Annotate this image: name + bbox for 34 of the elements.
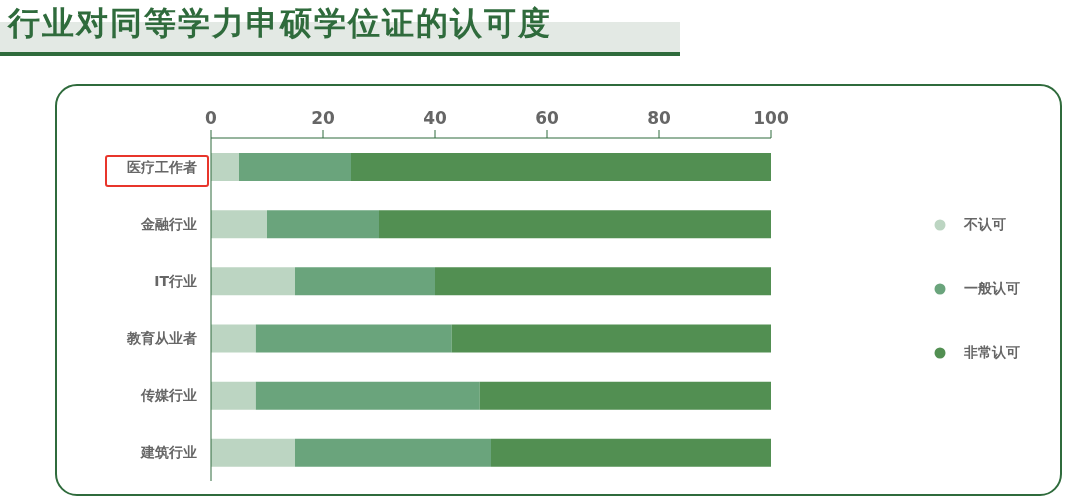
- bar: [211, 210, 267, 239]
- bar: [211, 153, 239, 181]
- y-tick-label: IT行业: [154, 272, 197, 289]
- bar: [351, 153, 771, 181]
- y-tick-label: 医疗工作者: [127, 158, 197, 175]
- bar: [255, 381, 480, 410]
- legend-label: 非常认可: [964, 343, 1020, 362]
- bar: [491, 438, 771, 467]
- bar: [239, 153, 351, 181]
- bar: [211, 438, 295, 467]
- legend-label: 不认可: [964, 215, 1006, 234]
- x-tick-label: 80: [647, 108, 671, 128]
- x-tick-label: 20: [311, 108, 335, 128]
- y-tick-label: 金融行业: [140, 215, 197, 232]
- bar: [479, 381, 771, 410]
- chart-title: 行业对同等学力申硕学位证的认可度: [8, 3, 552, 44]
- bar: [211, 381, 256, 410]
- y-tick-label: 传媒行业: [140, 387, 197, 404]
- bar: [451, 324, 771, 353]
- x-tick-label: 40: [423, 108, 447, 128]
- bar: [267, 210, 379, 239]
- x-tick-label: 60: [535, 108, 559, 128]
- bar: [379, 210, 771, 239]
- bar: [211, 267, 295, 296]
- x-tick-label: 0: [205, 108, 218, 128]
- bar: [255, 324, 452, 353]
- bar: [295, 267, 435, 296]
- y-tick-label: 教育从业者: [126, 330, 197, 347]
- y-tick-label: 建筑行业: [140, 444, 197, 461]
- bar: [435, 267, 771, 296]
- x-tick-label: 100: [753, 108, 789, 128]
- legend-label: 一般认可: [964, 279, 1020, 298]
- bar: [295, 438, 491, 467]
- bar: [211, 324, 256, 353]
